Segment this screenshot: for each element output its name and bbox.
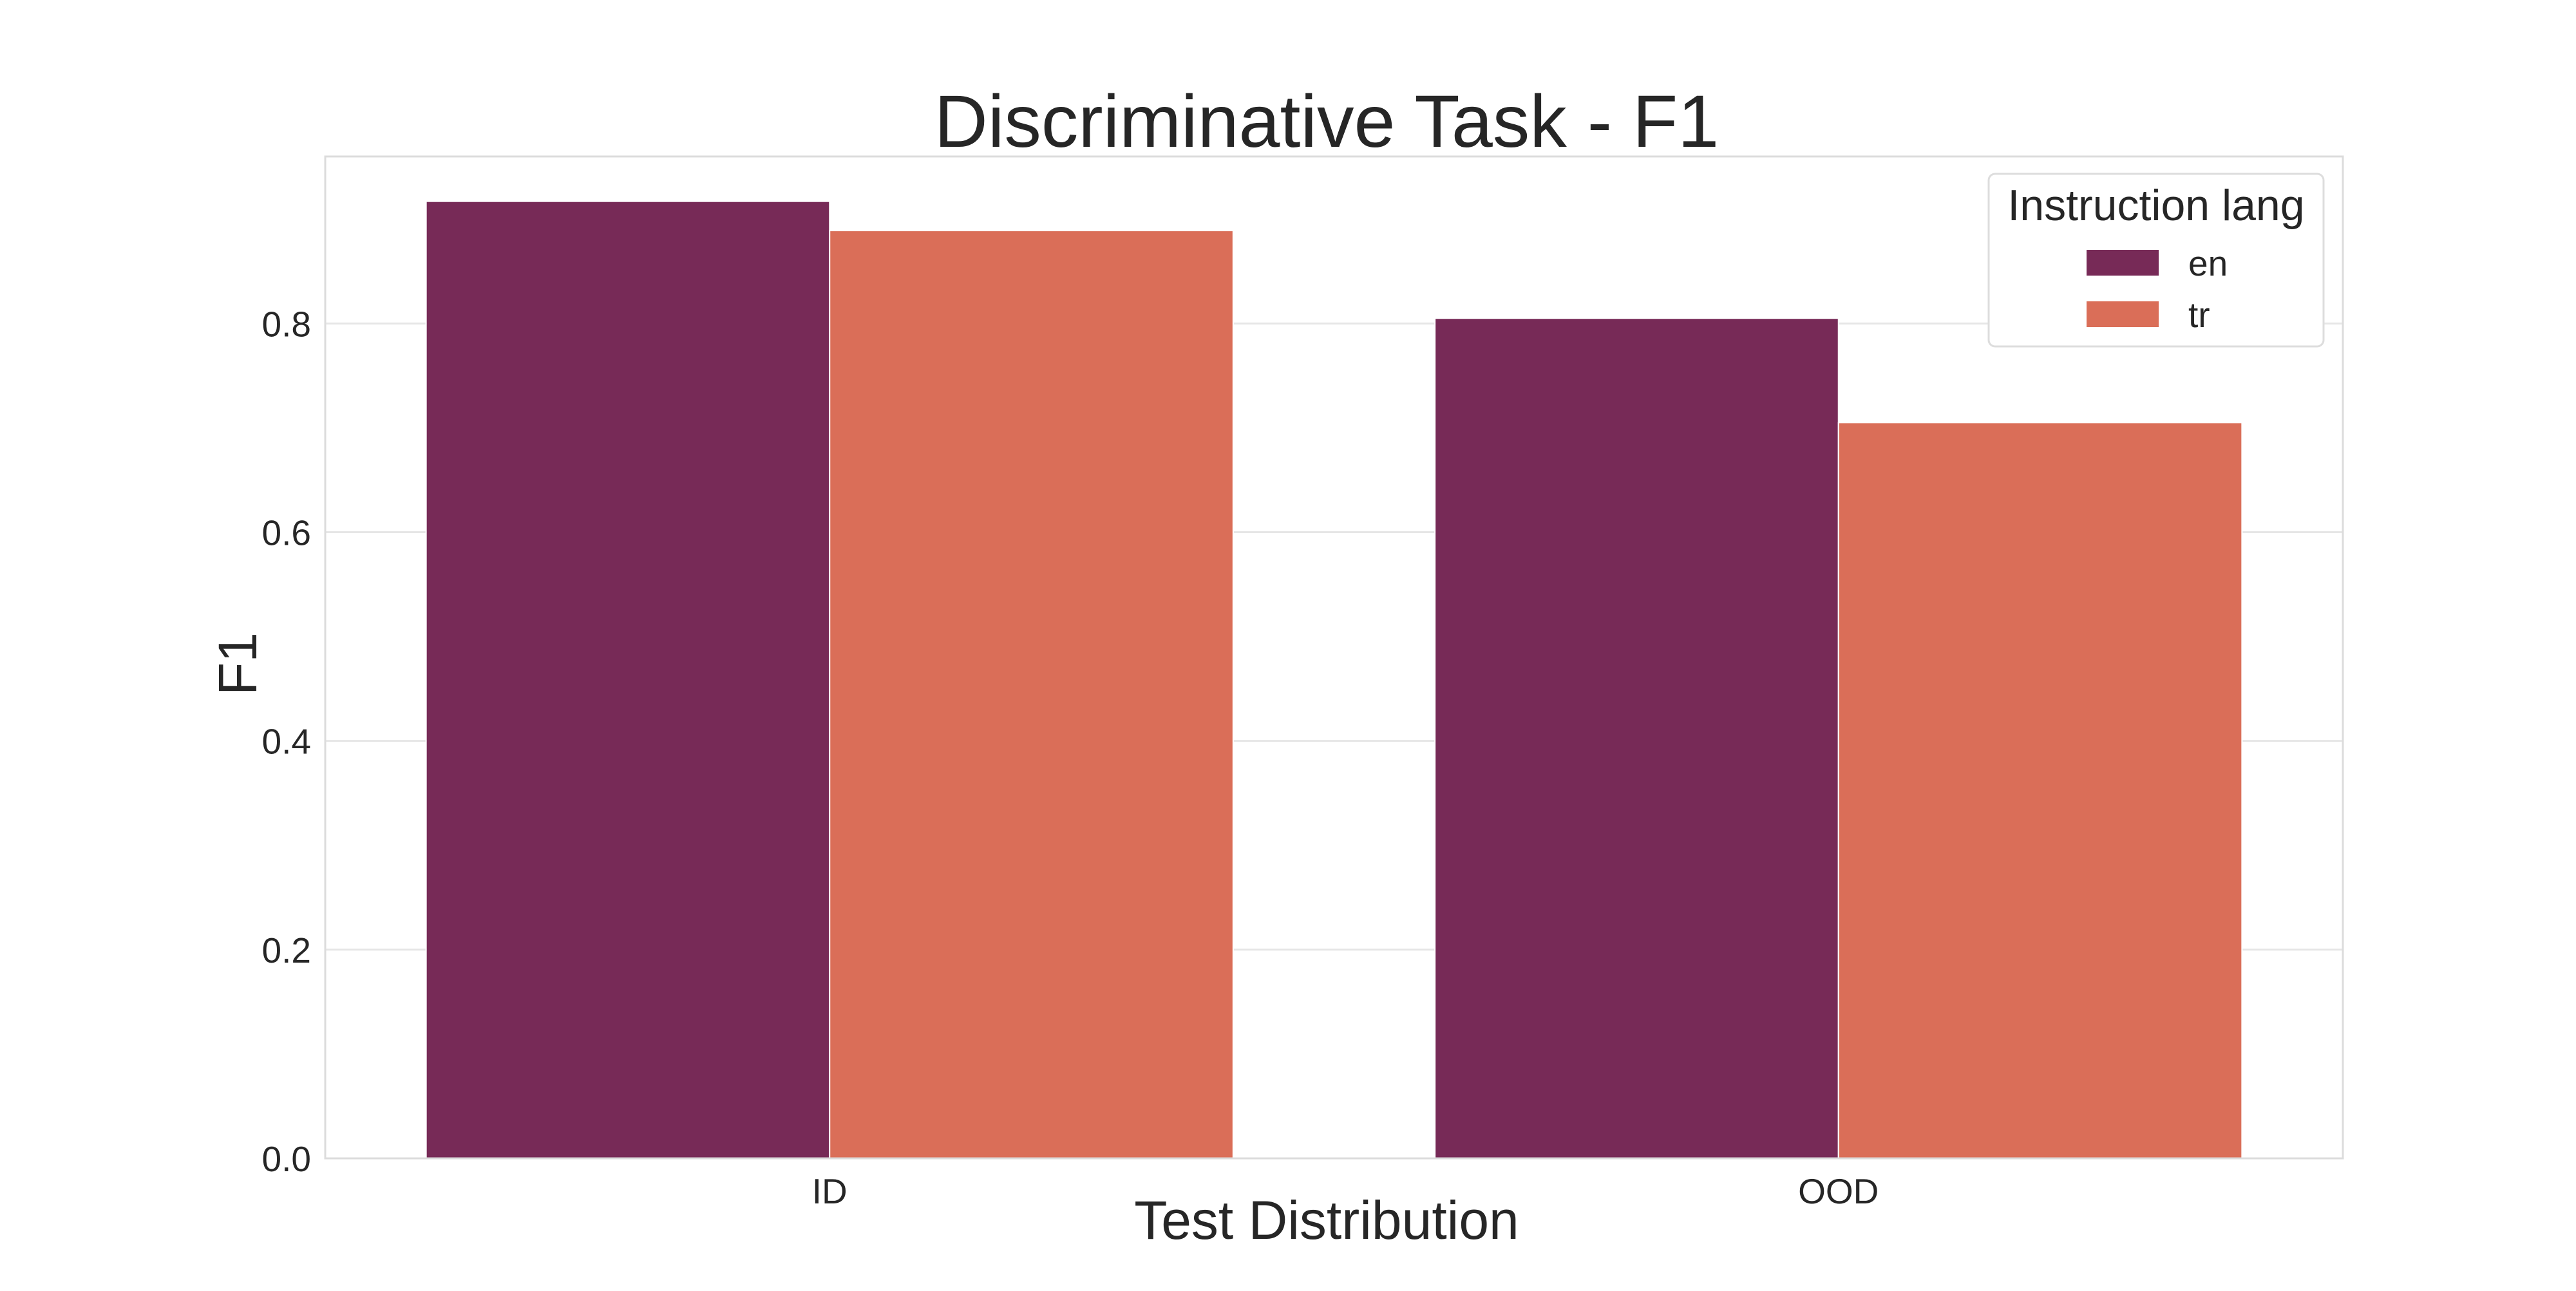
legend-title: Instruction lang xyxy=(2007,181,2304,230)
x-tick-label: OOD xyxy=(1798,1171,1879,1211)
y-tick-label: 0.4 xyxy=(262,722,311,762)
y-axis-label: F1 xyxy=(207,632,268,695)
y-tick-label: 0.6 xyxy=(262,513,311,553)
bar-tr-id xyxy=(829,230,1234,1159)
y-tick-label: 0.2 xyxy=(262,930,311,970)
y-tick-label: 0.8 xyxy=(262,304,311,344)
legend: Instruction lang en tr xyxy=(1987,173,2325,348)
legend-swatch-en xyxy=(2087,250,2159,276)
y-tick-labels: 0.0 0.2 0.4 0.6 0.8 xyxy=(262,304,311,1179)
chart-title: Discriminative Task - F1 xyxy=(934,80,1719,163)
x-axis-label: Test Distribution xyxy=(1134,1190,1519,1250)
x-tick-label: ID xyxy=(812,1171,848,1211)
legend-label-en: en xyxy=(2188,243,2228,283)
x-tick-labels: ID OOD xyxy=(812,1171,1879,1211)
legend-entries: en tr xyxy=(2087,243,2228,335)
bars-layer xyxy=(425,200,2243,1160)
plot-frame xyxy=(324,155,2344,1160)
legend-swatch-tr xyxy=(2087,301,2159,327)
bar-en-id xyxy=(425,200,831,1160)
y-tick-label: 0.0 xyxy=(262,1139,311,1179)
bar-tr-ood xyxy=(1837,422,2243,1159)
bar-en-ood xyxy=(1434,317,1839,1160)
legend-label-tr: tr xyxy=(2188,295,2210,335)
